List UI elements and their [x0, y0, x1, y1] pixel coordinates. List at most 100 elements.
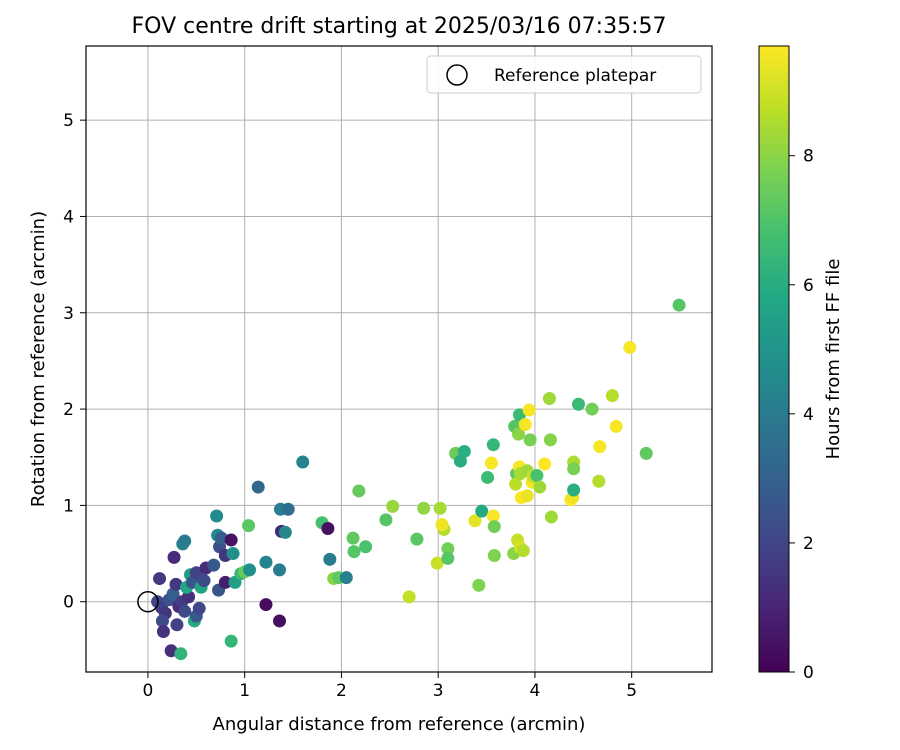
y-tick-label: 2 — [63, 400, 74, 420]
data-point — [352, 484, 366, 498]
colorbar-tick-label: 8 — [803, 147, 814, 167]
y-axis-ticks: 0 1 2 3 4 5 — [63, 111, 86, 613]
data-point — [533, 480, 547, 494]
data-point — [487, 520, 501, 534]
data-point — [457, 444, 471, 458]
legend-label: Reference platepar — [494, 66, 656, 86]
data-point — [192, 601, 206, 615]
colorbar-tick-label: 6 — [803, 276, 814, 296]
data-point — [518, 417, 532, 431]
chart-title: FOV centre drift starting at 2025/03/16 … — [132, 14, 667, 39]
data-point — [243, 563, 257, 577]
colorbar: 0 2 4 6 8 — [758, 45, 814, 683]
x-axis-label: Angular distance from reference (arcmin) — [213, 714, 586, 735]
data-point — [224, 634, 238, 648]
y-tick-label: 1 — [63, 496, 74, 516]
data-point — [226, 547, 240, 561]
data-point — [441, 551, 455, 565]
colorbar-ticks: 0 2 4 6 8 — [789, 147, 814, 683]
data-point — [639, 446, 653, 460]
data-point — [441, 542, 455, 556]
data-point — [585, 402, 599, 416]
data-point — [484, 456, 498, 470]
data-point — [178, 534, 192, 548]
data-point — [516, 544, 530, 558]
data-point — [347, 545, 361, 559]
x-axis-ticks: 0 1 2 3 4 5 — [143, 672, 637, 701]
y-tick-label: 5 — [63, 111, 74, 131]
x-tick-label: 5 — [626, 681, 637, 701]
data-point — [339, 571, 353, 585]
data-point — [155, 614, 169, 628]
colorbar-tick-label: 2 — [803, 534, 814, 554]
data-point — [379, 513, 393, 527]
y-axis-label: Rotation from reference (arcmin) — [28, 211, 49, 507]
x-tick-label: 3 — [433, 681, 444, 701]
data-point — [296, 455, 310, 469]
data-points — [151, 298, 686, 661]
data-point — [207, 558, 221, 572]
legend-box — [426, 55, 702, 94]
data-point — [523, 433, 537, 447]
data-point — [410, 532, 424, 546]
data-point — [210, 509, 224, 523]
y-tick-label: 4 — [63, 207, 74, 227]
colorbar-gradient — [758, 45, 790, 673]
data-point — [522, 403, 536, 417]
data-point — [481, 470, 495, 484]
data-point — [197, 574, 211, 588]
data-point — [178, 604, 192, 618]
data-point — [623, 340, 637, 354]
plot-frame — [85, 45, 713, 673]
data-point — [542, 391, 556, 405]
data-point — [487, 548, 501, 562]
data-point — [435, 518, 449, 532]
legend-marker — [446, 64, 468, 86]
data-point — [486, 509, 500, 523]
data-point — [472, 578, 486, 592]
data-point — [567, 483, 581, 497]
x-tick-label: 2 — [336, 681, 347, 701]
data-point — [321, 522, 335, 536]
data-point — [417, 501, 431, 515]
data-point — [544, 510, 558, 524]
y-tick-label: 0 — [63, 593, 74, 613]
data-point — [468, 514, 482, 528]
legend: Reference platepar — [426, 55, 702, 94]
data-point — [543, 433, 557, 447]
data-point — [273, 614, 287, 628]
reference-platepar-marker — [137, 590, 159, 613]
data-point — [169, 577, 183, 591]
colorbar-label: Hours from first FF file — [823, 259, 844, 460]
data-point — [214, 531, 228, 545]
colorbar-tick-label: 0 — [803, 663, 814, 683]
data-point — [359, 540, 373, 554]
data-point — [530, 469, 544, 483]
data-point — [174, 647, 188, 661]
grid-lines — [86, 46, 712, 672]
data-point — [512, 408, 526, 422]
data-point — [509, 477, 523, 491]
data-point — [593, 440, 607, 454]
x-tick-label: 0 — [143, 681, 154, 701]
data-point — [156, 625, 170, 639]
data-point — [486, 438, 500, 452]
data-point — [281, 502, 295, 516]
data-point — [224, 533, 238, 547]
data-point — [182, 590, 196, 604]
x-tick-label: 1 — [239, 681, 250, 701]
data-point — [592, 474, 606, 488]
y-tick-label: 3 — [63, 304, 74, 324]
data-point — [323, 552, 337, 566]
data-point — [609, 419, 623, 433]
data-point — [386, 499, 400, 513]
plot-area: 0 1 2 3 4 5 0 1 2 3 4 5 — [63, 45, 713, 701]
data-point — [251, 480, 265, 494]
colorbar-tick-label: 4 — [803, 405, 814, 425]
data-point — [153, 572, 167, 586]
data-point — [170, 618, 184, 632]
data-point — [672, 298, 686, 312]
data-point — [571, 397, 585, 411]
